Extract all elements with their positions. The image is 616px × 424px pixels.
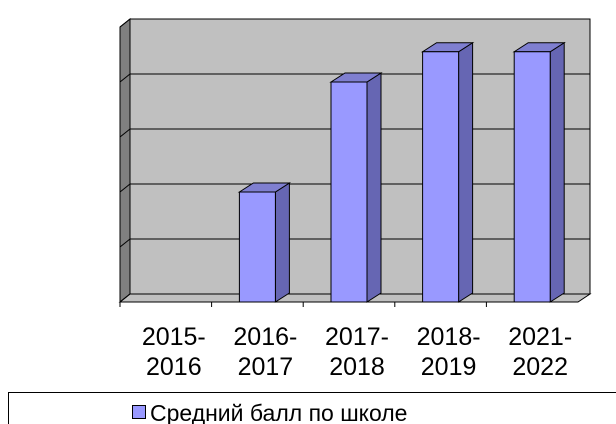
grid-line (119, 18, 590, 28)
legend (8, 392, 616, 424)
bar-side (274, 182, 290, 303)
bar-side (458, 41, 474, 303)
bar (237, 182, 292, 303)
bar-front (330, 81, 368, 303)
bar-front (422, 51, 460, 303)
bar-side (366, 72, 382, 303)
x-tick-label: 2021-2022 (508, 323, 573, 381)
bar-front (238, 191, 276, 303)
x-tick-label: 2015-2016 (141, 323, 206, 381)
plot (118, 17, 592, 307)
x-tick-label: 2016-2017 (233, 323, 298, 381)
bar (329, 72, 383, 303)
bar-front (513, 51, 551, 303)
bar-side (549, 41, 565, 303)
side-wall (119, 17, 131, 304)
bar (512, 41, 566, 303)
legend-key (132, 405, 146, 419)
x-tick-label: 2018-2019 (416, 323, 481, 381)
legend-label: Средний балл по школе (150, 400, 408, 424)
x-tick-label: 2017-2018 (325, 323, 389, 381)
bar (420, 41, 475, 303)
